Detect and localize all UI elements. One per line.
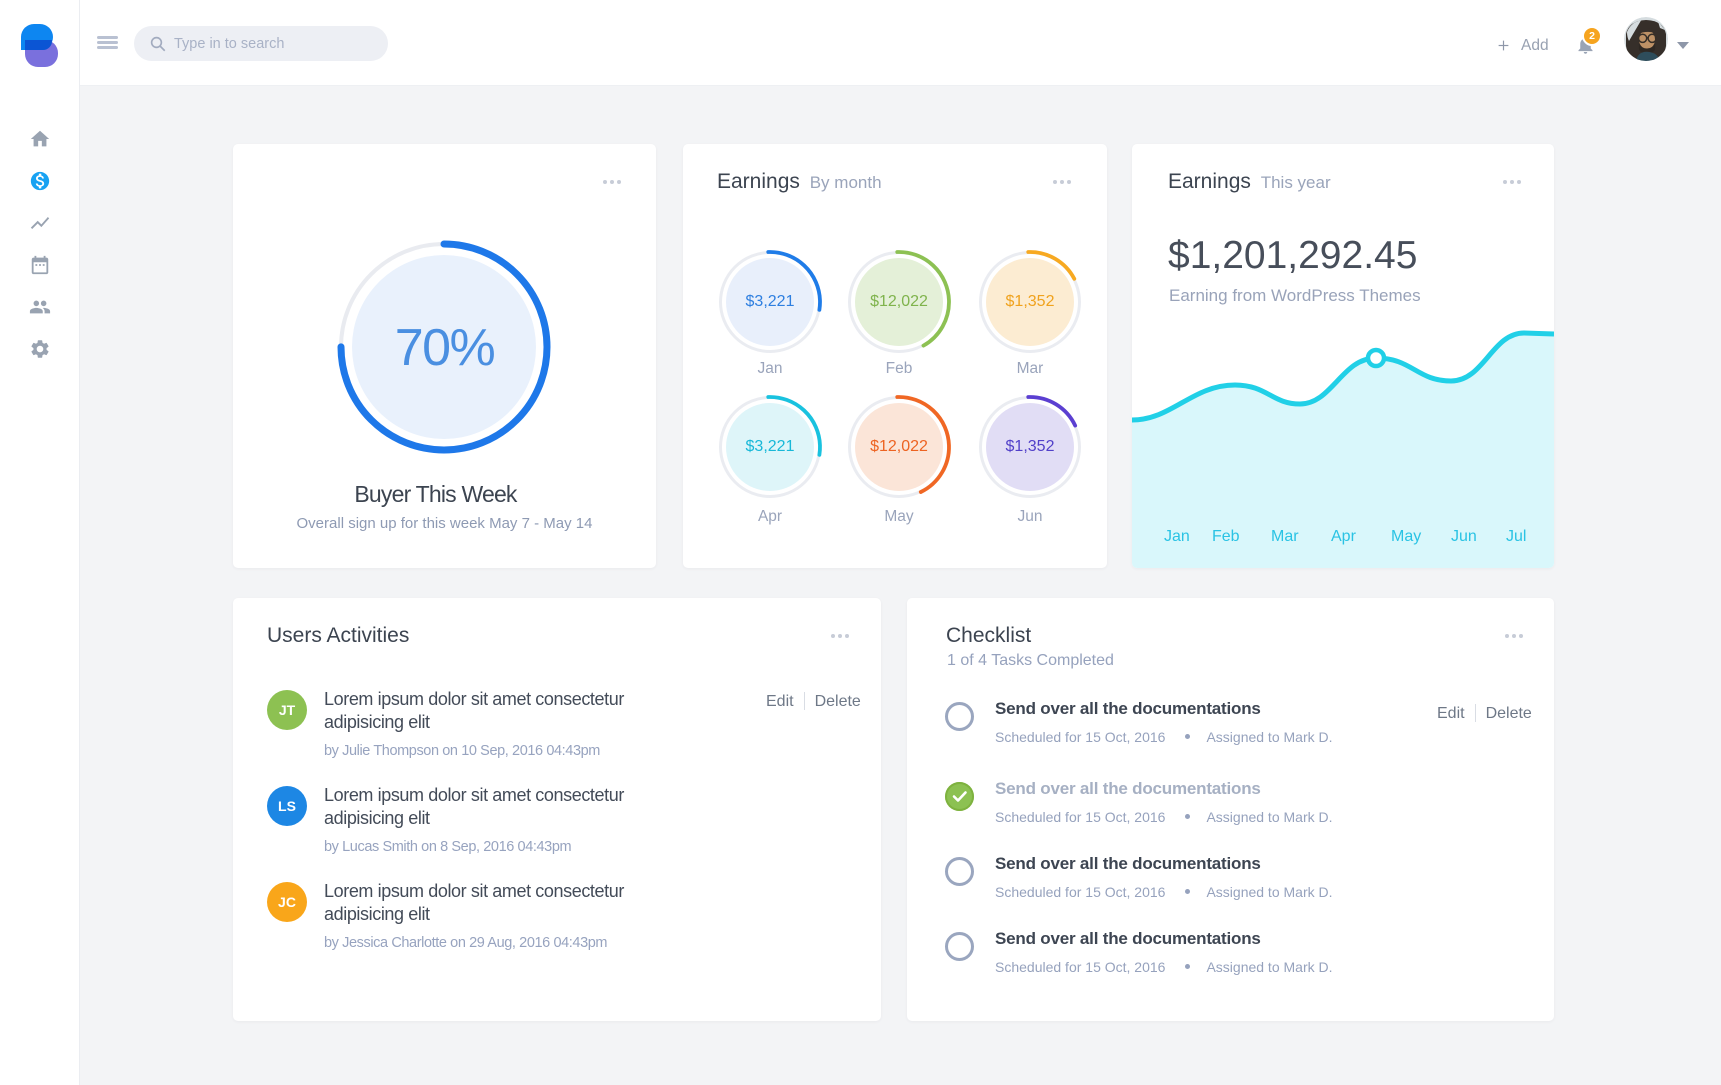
- svg-text:Jul: Jul: [1506, 528, 1526, 545]
- svg-text:Mar: Mar: [1271, 528, 1299, 545]
- svg-text:Jan: Jan: [1164, 528, 1190, 545]
- svg-text:May: May: [1391, 528, 1421, 545]
- svg-text:Apr: Apr: [1331, 528, 1357, 545]
- svg-text:Feb: Feb: [1212, 528, 1240, 545]
- svg-text:Jun: Jun: [1451, 528, 1477, 545]
